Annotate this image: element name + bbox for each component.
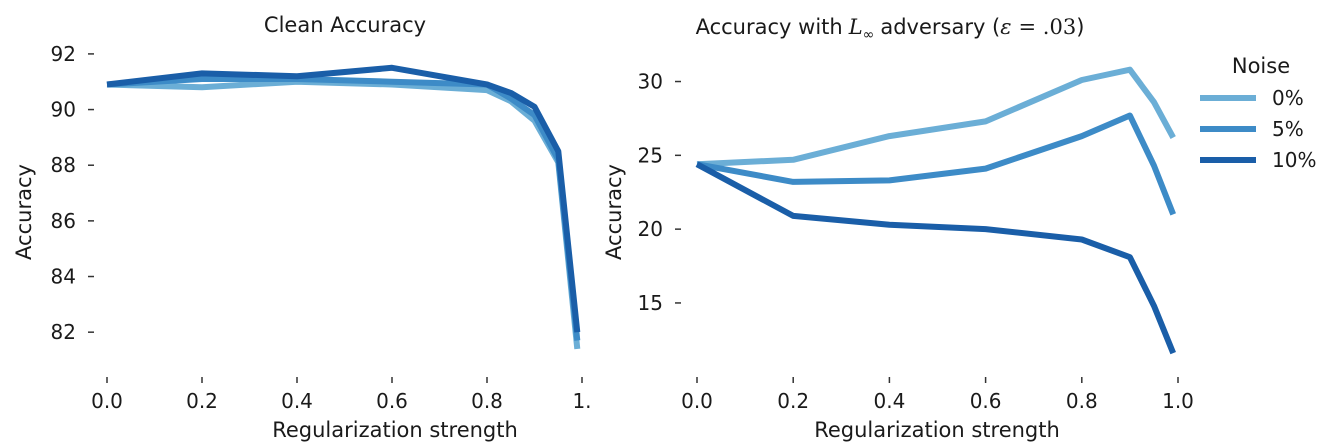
- series-lines: [695, 66, 1176, 355]
- x-axis-ticks: 0.0 0.2 0.4 0.6 0.8 1.0: [681, 377, 1194, 413]
- title-epsilon: ε: [1000, 15, 1011, 39]
- x-tick-label: 0.0: [681, 389, 713, 413]
- legend: Noise 0% 5% 10%: [1200, 54, 1316, 172]
- y-axis-ticks: 15 20 25 30: [638, 70, 681, 315]
- x-tick-label: 0.2: [777, 389, 809, 413]
- x-axis-ticks: 0.0 0.2 0.4 0.6 0.8 1.: [91, 377, 592, 413]
- y-tick-label: 25: [638, 143, 663, 167]
- x-tick-label: 0.8: [1066, 389, 1098, 413]
- chart-title: Accuracy with L∞ adversary (ε = .03): [696, 15, 1085, 43]
- y-tick-label: 86: [51, 209, 76, 233]
- chart-title: Clean Accuracy: [264, 13, 426, 37]
- y-tick-label: 90: [51, 98, 76, 122]
- x-tick-label: 0.8: [471, 389, 503, 413]
- x-tick-label: 0.4: [281, 389, 313, 413]
- title-text-2: adversary (: [880, 15, 1000, 39]
- y-axis-ticks: 82 84 86 88 90 92: [51, 42, 94, 344]
- x-tick-label: 1.0: [1162, 389, 1194, 413]
- x-tick-label: 0.0: [91, 389, 123, 413]
- x-tick-label: 1.: [572, 389, 591, 413]
- y-tick-label: 92: [51, 42, 76, 66]
- series-lines: [106, 64, 581, 350]
- y-axis-label: Accuracy: [12, 164, 36, 260]
- series-line-2: [696, 112, 1176, 216]
- title-close-paren: ): [1076, 15, 1084, 39]
- y-tick-label: 20: [638, 217, 663, 241]
- series-line-1: [696, 66, 1176, 168]
- legend-label: 0%: [1272, 86, 1304, 110]
- x-axis-label: Regularization strength: [272, 418, 518, 442]
- title-math-rest: = .03: [1019, 15, 1077, 39]
- x-tick-label: 0.4: [873, 389, 905, 413]
- y-axis-label: Accuracy: [602, 164, 626, 260]
- series-line-3: [695, 161, 1176, 355]
- series-line-3: [106, 64, 581, 333]
- x-tick-label: 0.6: [970, 389, 1002, 413]
- adversarial-accuracy-chart: Accuracy with L∞ adversary (ε = .03) 15 20 25…: [602, 15, 1194, 442]
- title-text: Accuracy with: [696, 15, 843, 39]
- legend-label: 10%: [1272, 148, 1316, 172]
- x-axis-label: Regularization strength: [814, 418, 1060, 442]
- x-tick-label: 0.6: [376, 389, 408, 413]
- series-line-2: [106, 76, 581, 341]
- y-tick-label: 88: [51, 153, 76, 177]
- y-tick-label: 15: [638, 291, 663, 315]
- title-math-subscript: ∞: [863, 27, 875, 43]
- series-line-1: [106, 78, 581, 350]
- x-tick-label: 0.2: [186, 389, 218, 413]
- y-tick-label: 30: [638, 70, 663, 94]
- title-math-symbol: L: [848, 15, 863, 39]
- y-tick-label: 82: [51, 320, 76, 344]
- legend-entries: 0% 5% 10%: [1200, 86, 1316, 172]
- legend-title: Noise: [1232, 54, 1290, 78]
- legend-label: 5%: [1272, 117, 1304, 141]
- clean-accuracy-chart: Clean Accuracy 82 84 86 88 90 92 0.0 0.2 0.4 0.6…: [12, 13, 592, 442]
- y-tick-label: 84: [51, 265, 76, 289]
